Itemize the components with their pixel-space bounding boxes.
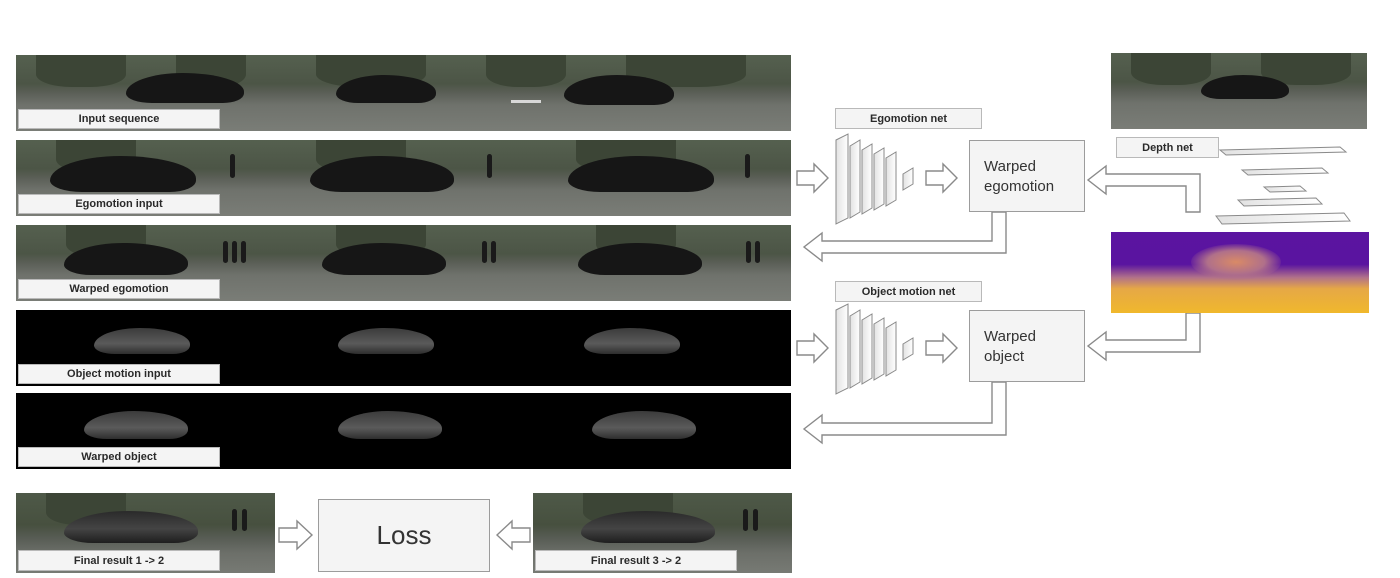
warped-object-box: Warped object (969, 310, 1085, 382)
car (336, 75, 436, 103)
arrow-back-left (802, 211, 1007, 263)
warped-egomotion-box: Warped egomotion (969, 140, 1085, 212)
input-sequence-strip: Input sequence (16, 55, 791, 131)
arrow-back-left (802, 381, 1007, 445)
car (126, 73, 244, 103)
strip-label: Warped egomotion (18, 279, 220, 299)
final-result-3-image: Final result 3 -> 2 (533, 493, 792, 573)
warped-egomotion-label: Warped egomotion (984, 158, 1055, 195)
strip-label: Warped object (18, 447, 220, 467)
warped-egomotion-strip: Warped egomotion (16, 225, 791, 301)
egomotion-net-blocks (835, 133, 914, 225)
object-motion-input-strip: Object motion input (16, 310, 791, 386)
car-mask (568, 156, 714, 192)
depth-net-label: Depth net (1116, 137, 1219, 158)
car-mask (50, 156, 196, 192)
arrow-right (925, 332, 958, 364)
car-mask (64, 243, 188, 275)
car (564, 75, 674, 105)
depth-input-image (1111, 53, 1367, 129)
car-object (592, 411, 696, 439)
arrow-right (796, 332, 829, 364)
car-object (338, 411, 442, 439)
final-result-label: Final result 3 -> 2 (535, 550, 737, 571)
strip-label: Egomotion input (18, 194, 220, 214)
final-result-label: Final result 1 -> 2 (18, 550, 220, 571)
depth-net-blocks (1215, 146, 1351, 225)
car-object (584, 328, 680, 354)
car-mask (578, 243, 702, 275)
egomotion-net-label: Egomotion net (835, 108, 982, 129)
arrow-right (278, 519, 314, 551)
loss-label: Loss (376, 520, 432, 550)
strip-label: Input sequence (18, 109, 220, 129)
strip-label: Object motion input (18, 364, 220, 384)
arrow-left (495, 519, 531, 551)
warped-object-label: Warped object (984, 328, 1036, 365)
egomotion-input-strip: Egomotion input (16, 140, 791, 216)
arrow-depth-to-egomotion (1086, 164, 1201, 213)
arrow-right (796, 162, 829, 194)
loss-box: Loss (318, 499, 490, 572)
car-object (338, 328, 434, 354)
depth-map-image (1111, 232, 1369, 313)
object-motion-net-blocks (835, 303, 914, 395)
arrow-depth-to-object (1086, 312, 1201, 362)
object-motion-net-label: Object motion net (835, 281, 982, 302)
final-result-1-image: Final result 1 -> 2 (16, 493, 275, 573)
car-mask (310, 156, 454, 192)
car-mask (322, 243, 446, 275)
car-object (84, 411, 188, 439)
arrow-right (925, 162, 958, 194)
warped-object-strip: Warped object (16, 393, 791, 469)
car-object (94, 328, 190, 354)
